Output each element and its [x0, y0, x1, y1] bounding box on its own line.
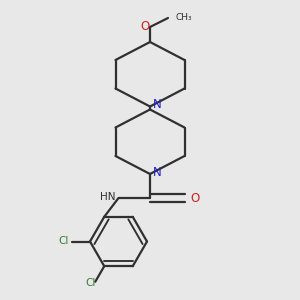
Text: N: N	[153, 98, 162, 112]
Text: HN: HN	[100, 192, 116, 203]
Text: O: O	[140, 20, 149, 33]
Text: CH₃: CH₃	[176, 13, 192, 22]
Text: Cl: Cl	[86, 278, 96, 288]
Text: N: N	[153, 166, 162, 179]
Text: O: O	[190, 191, 199, 205]
Text: Cl: Cl	[58, 236, 69, 247]
